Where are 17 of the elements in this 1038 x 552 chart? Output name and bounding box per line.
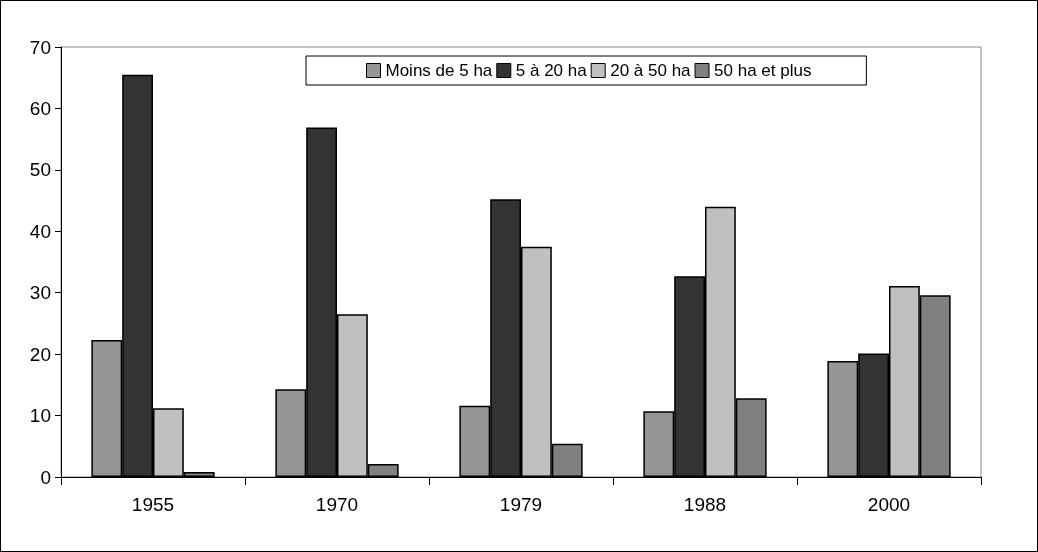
x-tick-label: 1979	[499, 494, 543, 515]
y-tick-label: 20	[29, 343, 51, 365]
y-tick-label: 70	[29, 36, 51, 58]
x-tick-label: 1988	[683, 494, 727, 515]
y-tick-label: 0	[40, 466, 51, 488]
legend-label: 20 à 50 ha	[610, 61, 692, 80]
x-tick-label: 1955	[131, 494, 175, 515]
legend-label: 50 ha et plus	[714, 61, 812, 80]
y-tick-label: 10	[29, 405, 51, 427]
y-tick-label: 50	[29, 159, 51, 181]
y-tick-label: 60	[29, 97, 51, 119]
legend-label: Moins de 5 ha	[385, 61, 493, 80]
x-tick-label: 2000	[867, 494, 911, 515]
y-tick-label: 30	[29, 282, 51, 304]
y-tick-label: 40	[29, 220, 51, 242]
x-tick-label: 1970	[315, 494, 359, 515]
legend-label: 5 à 20 ha	[515, 61, 588, 80]
